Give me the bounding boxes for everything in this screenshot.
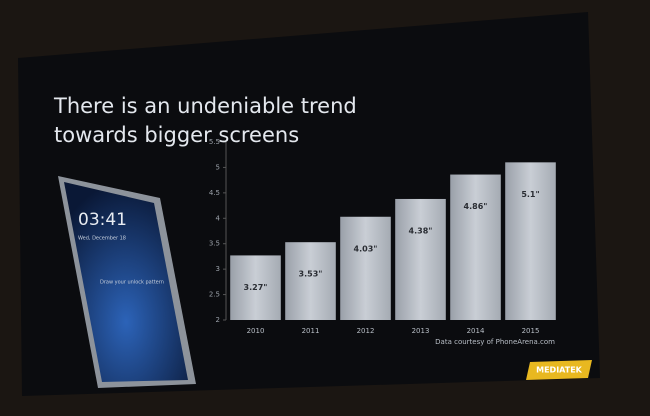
- value-label: 4.03": [354, 244, 378, 253]
- x-tick-label: 2011: [302, 327, 320, 335]
- x-tick-label: 2012: [357, 327, 375, 335]
- y-tick-label: 3.5: [209, 240, 220, 248]
- value-label: 4.86": [464, 202, 488, 211]
- bar: [395, 198, 446, 320]
- y-tick-label: 5.5: [209, 138, 220, 146]
- bar: [230, 255, 281, 320]
- y-tick-label: 2.5: [209, 291, 220, 299]
- value-label: 4.38": [409, 226, 433, 235]
- x-tick-label: 2013: [412, 327, 430, 335]
- y-tick-label: 4.5: [209, 189, 220, 197]
- logo-badge: [526, 360, 592, 380]
- phone-hint: Draw your unlock pattern: [100, 280, 164, 286]
- value-label: 5.1": [521, 190, 539, 199]
- y-tick-label: 2: [216, 316, 220, 324]
- phone-time: 03:41: [78, 210, 127, 230]
- y-tick-label: 3: [216, 265, 220, 273]
- x-tick-label: 2010: [247, 327, 265, 335]
- chart-title: There is an undeniable trend towards big…: [54, 94, 357, 147]
- x-tick-label: 2014: [467, 327, 485, 335]
- y-tick-label: 5: [216, 163, 220, 171]
- bar: [340, 216, 391, 320]
- phone-date: Wed, December 18: [78, 236, 126, 242]
- x-tick-label: 2015: [522, 327, 540, 335]
- value-label: 3.53": [299, 270, 323, 279]
- bar: [505, 162, 556, 320]
- logo: MEDIATEK: [536, 366, 583, 375]
- y-tick-label: 4: [216, 214, 221, 222]
- value-label: 3.27": [244, 283, 268, 292]
- bar: [285, 242, 336, 320]
- phone: [58, 176, 196, 388]
- bar: [450, 174, 501, 320]
- annotation: Data courtesy of PhoneArena.com: [435, 338, 555, 346]
